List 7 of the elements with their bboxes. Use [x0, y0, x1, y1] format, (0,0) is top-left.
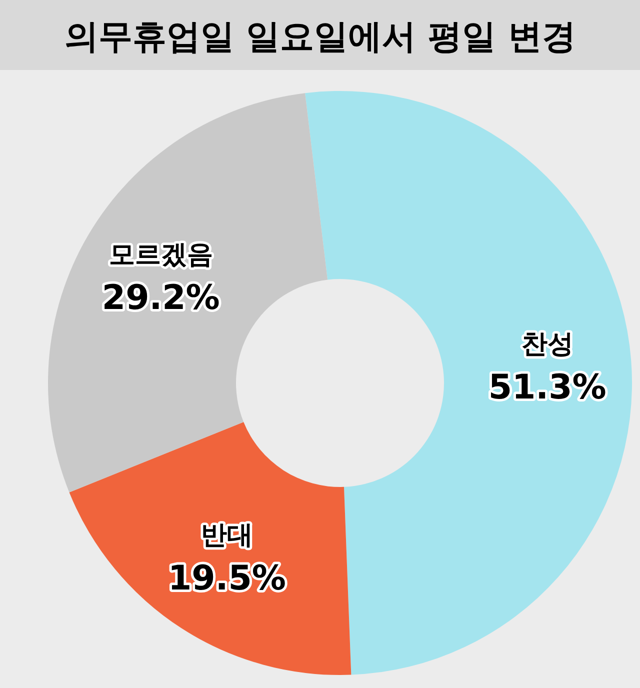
chart-title: 의무휴업일 일요일에서 평일 변경	[64, 17, 576, 57]
slice-label: 찬성	[521, 330, 574, 360]
data-label: 51.3%	[488, 368, 606, 408]
data-label: 19.5%	[168, 558, 286, 599]
slice-label: 반대	[201, 520, 254, 551]
data-label: 29.2%	[102, 278, 220, 318]
slice-label: 모르겠음	[108, 240, 213, 270]
